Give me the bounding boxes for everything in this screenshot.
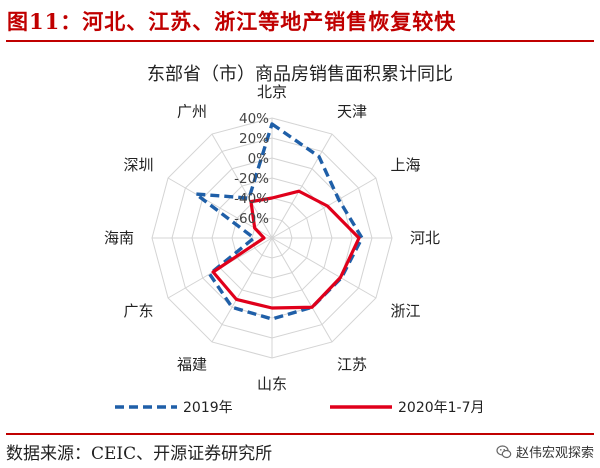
- category-label: 上海: [390, 156, 420, 174]
- radar-grid: [151, 117, 393, 359]
- grid-spoke: [271, 177, 377, 239]
- series-line-1: [194, 122, 364, 321]
- grid-spoke: [271, 133, 333, 239]
- series-layer: [194, 122, 364, 321]
- category-label: 海南: [104, 229, 134, 247]
- tick-label: -60%: [234, 211, 269, 227]
- radar-chart: 东部省（市）商品房销售面积累计同比 40% 20% 0% -20% -40% -60% 北…: [104, 64, 485, 416]
- category-label: 福建: [177, 355, 207, 373]
- title-rule: [6, 40, 594, 42]
- category-label: 河北: [410, 229, 440, 247]
- tick-label: -20%: [234, 171, 269, 187]
- tick-label: 20%: [239, 131, 269, 147]
- category-label: 广州: [177, 103, 207, 121]
- figure-title: 图11：河北、江苏、浙江等地产销售恢复较快: [7, 9, 457, 34]
- category-label: 浙江: [390, 302, 420, 320]
- category-label: 江苏: [337, 355, 367, 373]
- category-label: 深圳: [124, 156, 154, 174]
- category-label: 北京: [257, 83, 287, 101]
- tick-label: 0%: [248, 151, 270, 167]
- category-label: 天津: [337, 103, 367, 121]
- grid-spoke: [271, 237, 333, 343]
- watermark: 赵伟宏观探索: [496, 442, 594, 461]
- series-line-2: [211, 189, 361, 310]
- grid-spoke: [271, 237, 377, 299]
- legend-label: 2019年: [183, 400, 233, 416]
- grid-spoke: [211, 133, 273, 239]
- chart-subtitle: 东部省（市）商品房销售面积累计同比: [147, 64, 453, 85]
- tick-label: -40%: [234, 191, 269, 207]
- source-note: 数据来源：CEIC、开源证券研究所: [6, 444, 273, 464]
- legend-label: 2020年1-7月: [398, 400, 485, 416]
- watermark-text: 赵伟宏观探索: [515, 446, 594, 461]
- source-rule: [6, 433, 594, 435]
- legend: 2019年 2020年1-7月: [115, 400, 485, 416]
- category-label: 山东: [257, 375, 287, 393]
- tick-label: 40%: [239, 111, 269, 127]
- grid-spoke: [211, 237, 273, 343]
- wechat-icon: [496, 444, 512, 458]
- tick-labels: 40% 20% 0% -20% -40% -60%: [234, 111, 269, 227]
- category-label: 广东: [124, 302, 154, 320]
